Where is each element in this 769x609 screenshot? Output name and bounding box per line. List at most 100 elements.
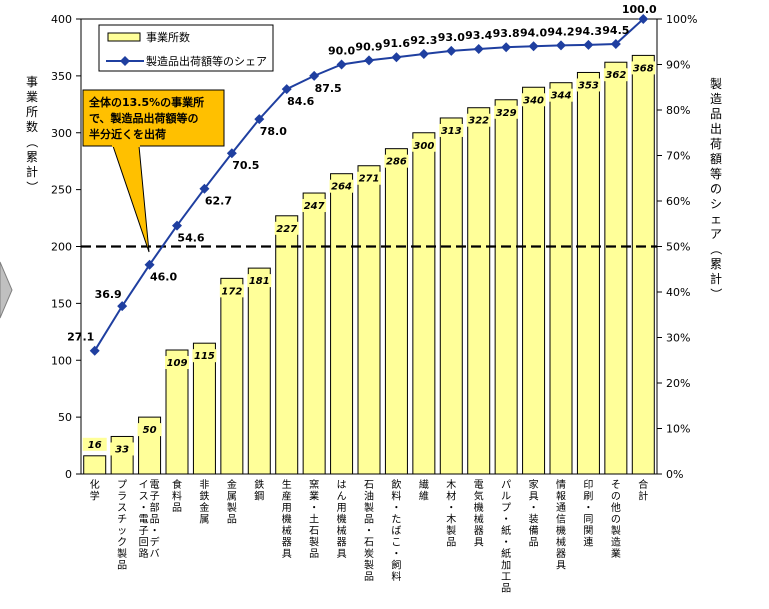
bar: [330, 173, 354, 475]
category-char: 品: [364, 514, 374, 526]
left-tick-label: 200: [51, 241, 72, 254]
axis-title-char: ）: [25, 181, 39, 193]
category-char: 機: [474, 501, 484, 514]
bar-label-bg: [137, 423, 162, 437]
category-char: 品: [501, 583, 511, 595]
share-point: [281, 84, 292, 95]
bar: [275, 215, 299, 475]
bar-label-bg: [192, 349, 217, 363]
category-char: 機: [282, 513, 292, 526]
category-char: 金: [199, 501, 209, 514]
left-y-axis: 0 50 100 150 200 250 300 350 400: [51, 13, 81, 481]
share-point: [610, 39, 621, 50]
category-char: 関: [583, 525, 593, 537]
share-point: [638, 14, 649, 24]
category-char: こ: [391, 538, 401, 549]
axis-title-char: 計: [710, 271, 722, 286]
category-char: 電: [139, 514, 149, 526]
share-point: [226, 148, 237, 159]
category-char: 業: [309, 490, 319, 503]
bar-label-bg: [165, 356, 189, 370]
left-tick-label: 400: [51, 13, 72, 26]
share-point: [254, 114, 265, 125]
category-char: 木: [446, 514, 456, 526]
category-char: 石: [364, 538, 374, 549]
category-char: ク: [117, 537, 127, 549]
category-char: 料: [391, 490, 401, 503]
left-tick-label: 350: [51, 70, 72, 83]
category-char: 石: [364, 480, 374, 491]
share-point: [528, 41, 539, 52]
category-char: ・: [501, 538, 511, 549]
bar: [494, 99, 518, 475]
category-char: 飲: [391, 478, 401, 491]
legend: 事業所数 製造品出荷額等のシェア: [98, 24, 274, 72]
share-value-labels: 27.1 36.9 46.0 54.6 62.7 70.5 78.0 84.687.5 90.0…: [67, 3, 657, 344]
bar-label-bg: [302, 199, 327, 213]
share-value-label: 92.3: [410, 34, 437, 47]
bar: [631, 54, 655, 475]
axis-title-char: （: [25, 136, 39, 148]
category-char: 土: [309, 513, 319, 526]
category-char: 回: [139, 537, 149, 549]
category-char: 窯: [309, 478, 319, 491]
axis-title-char: の: [710, 182, 722, 196]
callout-joint: [112, 145, 140, 147]
category-char: は: [337, 479, 347, 491]
category-char: 加: [501, 560, 511, 572]
category-char: 情: [556, 478, 566, 491]
category-char: 業: [611, 547, 621, 560]
bar: [247, 267, 271, 475]
category-char: ・: [364, 526, 374, 537]
category-char: 装: [529, 513, 539, 526]
share-value-label: 94.5: [602, 24, 629, 37]
share-value-label: 70.5: [232, 159, 259, 172]
bar-value-label: 329: [496, 108, 517, 119]
axis-title-char: （: [709, 243, 723, 255]
bar: [357, 165, 381, 475]
category-char: ・: [446, 503, 456, 514]
right-tick-label: 90%: [666, 59, 690, 72]
share-point: [117, 301, 128, 312]
left-tick-label: 0: [65, 468, 72, 481]
bar-value-label: 362: [605, 70, 626, 81]
left-tick-label: 100: [51, 354, 72, 367]
bar-value-label: 322: [468, 116, 489, 127]
category-char: ん: [337, 491, 347, 503]
axis-title-char: 数: [26, 119, 38, 134]
category-char: 連: [583, 536, 593, 549]
bar-label-bg: [357, 171, 381, 185]
axis-title-char: 累: [26, 150, 38, 164]
category-char: 品: [117, 560, 127, 572]
category-char: 械: [556, 536, 566, 549]
category-char: 電: [150, 479, 160, 491]
category-char: 繊: [419, 478, 429, 491]
bar-label-bg: [274, 221, 299, 235]
right-tick-label: 80%: [666, 104, 690, 117]
bar-value-label: 264: [331, 182, 352, 193]
share-value-label: 46.0: [150, 271, 177, 284]
bar: [192, 342, 216, 475]
category-char: 維: [419, 490, 429, 503]
bar-value-label: 109: [167, 358, 188, 369]
callout-line-2: で、製造品出荷額等の: [89, 111, 199, 125]
legend-line-label: 製造品出荷額等のシェア: [146, 54, 267, 68]
y-axis-title-right: 製造品出荷額等のシェア （ 累計 ）: [709, 77, 723, 300]
category-char: 械: [474, 513, 484, 526]
right-tick-label: 70%: [666, 150, 690, 163]
share-value-label: 94.3: [575, 25, 602, 38]
category-char: 品: [364, 571, 374, 583]
legend-line-marker: [120, 56, 130, 66]
left-tick-label: 300: [51, 127, 72, 140]
category-char: ば: [391, 525, 401, 537]
category-char: 製: [364, 559, 374, 572]
category-char: 器: [337, 537, 347, 549]
category-char: ラ: [117, 491, 127, 503]
category-char: 鉄: [199, 490, 209, 503]
left-tick-label: 150: [51, 297, 72, 310]
category-char: 学: [90, 490, 100, 503]
bar: [302, 192, 326, 475]
share-value-label: 78.0: [260, 125, 287, 138]
category-char: 料: [391, 570, 401, 583]
